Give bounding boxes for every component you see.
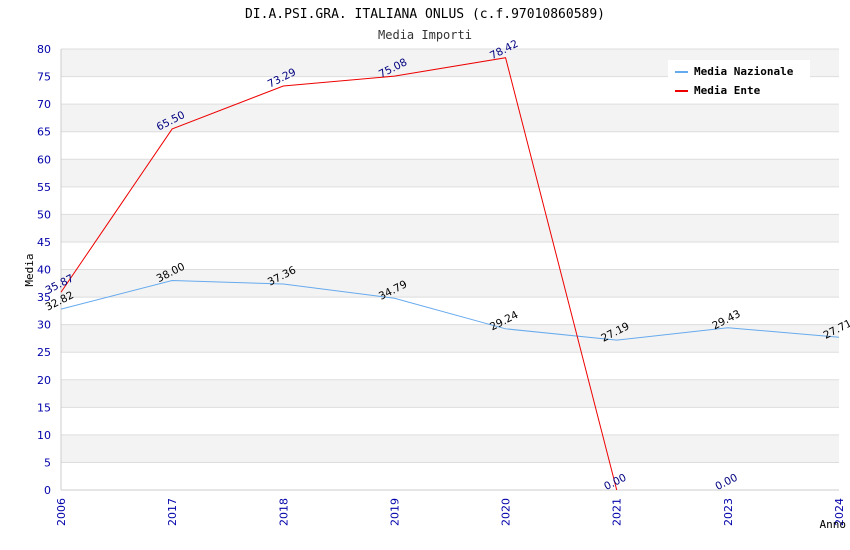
y-tick-label: 65 <box>37 126 51 139</box>
x-tick-label: 2017 <box>166 498 179 526</box>
x-axis-ticks: 2006 2017 2018 2019 2020 2021 2023 2024 <box>55 498 846 526</box>
x-tick-label: 2006 <box>55 498 68 526</box>
x-tick-label: 2018 <box>277 498 290 526</box>
y-tick-label: 60 <box>37 153 51 166</box>
y-tick-label: 70 <box>37 98 51 111</box>
y-tick-label: 45 <box>37 236 51 249</box>
y-tick-label: 10 <box>37 429 51 442</box>
grid-band <box>61 324 839 353</box>
grid-band <box>61 159 839 187</box>
series-line-1 <box>60 57 618 491</box>
legend-label-media-ente: Media Ente <box>694 84 761 97</box>
y-tick-label: 30 <box>37 319 51 332</box>
series-line-0 <box>60 280 840 341</box>
y-axis-label: Media <box>23 253 36 286</box>
y-tick-label: 20 <box>37 374 51 387</box>
x-tick-label: 2019 <box>388 498 401 526</box>
grid-band <box>61 214 839 242</box>
legend: Media Nazionale Media Ente <box>668 60 810 102</box>
grid-band <box>61 104 839 132</box>
chart-subtitle: Media Importi <box>378 28 472 42</box>
grid-band <box>61 269 839 298</box>
grid-band <box>61 379 839 408</box>
x-tick-label: 2021 <box>611 498 624 526</box>
y-tick-label: 50 <box>37 208 51 221</box>
legend-label-media-nazionale: Media Nazionale <box>694 65 794 78</box>
y-tick-label: 5 <box>44 456 51 469</box>
y-axis-ticks: 0 5 10 15 20 25 30 35 40 45 50 55 60 65 70 75 80 <box>37 43 51 497</box>
y-tick-label: 0 <box>44 484 51 497</box>
x-tick-label: 2023 <box>722 498 735 526</box>
grid-band <box>61 434 839 463</box>
y-tick-label: 35 <box>37 291 51 304</box>
y-tick-label: 80 <box>37 43 51 56</box>
x-axis-label: Anno <box>820 518 847 531</box>
grid-bands <box>61 49 839 463</box>
series-layer <box>60 57 840 491</box>
y-tick-label: 40 <box>37 264 51 277</box>
y-tick-label: 15 <box>37 401 51 414</box>
legend-box <box>668 60 810 102</box>
chart-title: DI.A.PSI.GRA. ITALIANA ONLUS (c.f.970108… <box>245 7 605 22</box>
y-tick-label: 25 <box>37 346 51 359</box>
y-tick-label: 55 <box>37 181 51 194</box>
x-tick-label: 2024 <box>833 498 846 526</box>
y-tick-label: 75 <box>37 71 51 84</box>
x-tick-label: 2020 <box>500 498 513 526</box>
